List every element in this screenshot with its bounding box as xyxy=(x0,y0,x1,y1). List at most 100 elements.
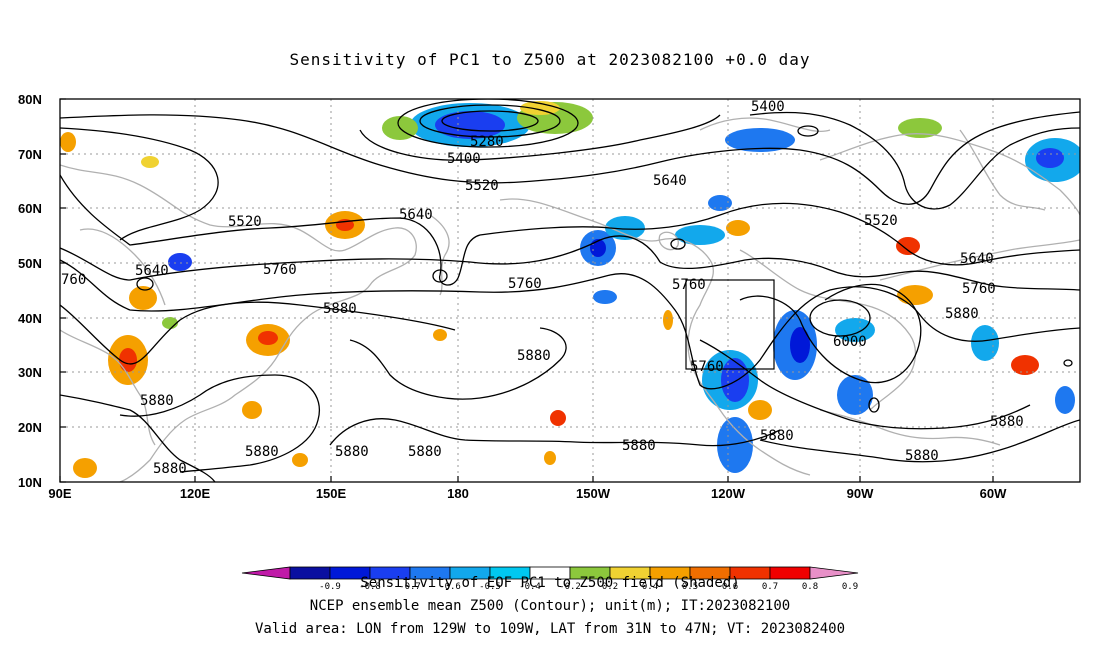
shade-blob xyxy=(292,453,308,467)
lat-label: 40N xyxy=(18,311,42,326)
lat-label: 30N xyxy=(18,365,42,380)
shade-blob xyxy=(141,156,159,168)
contour-line xyxy=(60,301,456,365)
contour-line xyxy=(749,111,1080,210)
colorbar-tick-label: 0.5 xyxy=(682,582,698,592)
contour-label: 5880 xyxy=(153,461,187,477)
contour-label: 5400 xyxy=(751,99,785,115)
shade-blob xyxy=(605,216,645,240)
contour-label: 5880 xyxy=(945,306,979,322)
shade-blob xyxy=(896,237,920,255)
coastline-path xyxy=(60,164,417,482)
map-title: Sensitivity of PC1 to Z500 at 2023082100… xyxy=(289,50,811,69)
caption-line-1: Sensitivity of EOF PC1 to Z500 field (Sh… xyxy=(360,575,740,591)
contour-line xyxy=(349,327,567,400)
contour-label: 5640 xyxy=(653,173,687,189)
colorbar-tick-label: -0.9 xyxy=(319,582,341,592)
coastline-path xyxy=(959,129,1046,211)
coastline-path xyxy=(739,249,917,411)
shade-blob xyxy=(717,417,753,473)
contour-label: 5880 xyxy=(905,448,939,464)
colorbar-tick-label: 0.9 xyxy=(842,582,858,592)
contour-label: 5880 xyxy=(408,444,442,460)
contour-line xyxy=(797,125,819,137)
contour-line xyxy=(60,259,1080,390)
shade-blob xyxy=(1036,148,1064,168)
shade-blob xyxy=(675,225,725,245)
shade-blob xyxy=(837,375,873,415)
contour-label: 5520 xyxy=(864,213,898,229)
contour-label: 5880 xyxy=(245,444,279,460)
lon-label: 120W xyxy=(711,486,746,501)
contour-label: 5760 xyxy=(508,276,542,292)
z500-contours xyxy=(60,99,1080,482)
colorbar-tick-label: 0.2 xyxy=(602,582,618,592)
shading-layer xyxy=(60,101,1080,478)
contour-label: 5640 xyxy=(399,207,433,223)
contour-line xyxy=(60,111,1080,205)
contour-label: 5400 xyxy=(447,151,481,167)
contour-label: 5880 xyxy=(140,393,174,409)
colorbar-tick-label: 0.8 xyxy=(802,582,818,592)
contour-label: 6000 xyxy=(833,334,867,350)
contour-label: 5760 xyxy=(672,277,706,293)
shade-blob xyxy=(1011,355,1039,375)
shade-blob xyxy=(258,331,278,345)
contour-line xyxy=(60,235,1080,291)
contour-line xyxy=(60,394,216,482)
contour-label: 5760 xyxy=(263,262,297,278)
shade-blob xyxy=(897,285,933,305)
coastline-path xyxy=(819,409,1001,446)
colorbar-tick-label: -0.4 xyxy=(519,582,541,592)
contour-line xyxy=(60,127,219,241)
shade-blob xyxy=(790,327,810,363)
contour-line xyxy=(329,418,781,447)
colorbar: -0.9 -0.8 -0.7 -0.6 -0.5 -0.4 -0.2 0.2 0.4 0.5 0.6… xyxy=(241,566,858,592)
shade-blob xyxy=(708,195,732,211)
shade-blob xyxy=(898,118,942,138)
shade-blob xyxy=(119,348,137,372)
shade-blob xyxy=(721,358,749,402)
coastline-path xyxy=(429,214,450,296)
shade-blob xyxy=(748,400,772,420)
contour-label: 5880 xyxy=(990,414,1024,430)
shade-blob xyxy=(73,458,97,478)
contour-label-layer: 5400 5280 5400 5520 5640 5520 5640 5760 … xyxy=(61,99,1024,477)
lon-label: 90E xyxy=(48,486,71,501)
shade-blob xyxy=(593,290,617,304)
shade-blob xyxy=(242,401,262,419)
colorbar-tick-label: 0.7 xyxy=(762,582,778,592)
lon-label: 150E xyxy=(316,486,347,501)
contour-label: 5760 xyxy=(690,359,724,375)
contour-line xyxy=(441,110,539,132)
contour-label: 760 xyxy=(61,272,86,288)
contour-line xyxy=(136,277,154,291)
shade-blob xyxy=(520,101,560,115)
contour-label: 5880 xyxy=(622,438,656,454)
contour-line xyxy=(1063,359,1073,367)
coastline-path xyxy=(499,198,811,476)
lat-label: 10N xyxy=(18,475,42,490)
valid-area-box xyxy=(685,279,775,370)
shade-blob xyxy=(725,128,795,152)
lat-label: 60N xyxy=(18,201,42,216)
contour-label: 5640 xyxy=(135,263,169,279)
colorbar-tick-label: -0.7 xyxy=(399,582,421,592)
coastline-path xyxy=(79,228,166,306)
shade-blob xyxy=(550,410,566,426)
contour-line xyxy=(809,299,871,337)
contour-label: 5880 xyxy=(323,301,357,317)
colorbar-tick-label: -0.8 xyxy=(359,582,381,592)
lon-label: 120E xyxy=(180,486,211,501)
contour-label: 5640 xyxy=(960,251,994,267)
shade-blob xyxy=(435,111,505,139)
contour-line xyxy=(419,104,561,138)
colorbar-tick-label: 0.6 xyxy=(722,582,738,592)
lat-label: 70N xyxy=(18,147,42,162)
caption-line-2: NCEP ensemble mean Z500 (Contour); unit(… xyxy=(309,598,791,614)
contour-line xyxy=(60,174,1080,286)
contour-label: 5880 xyxy=(760,428,794,444)
contour-label: 5760 xyxy=(962,281,996,297)
contour-label: 5880 xyxy=(335,444,369,460)
colorbar-tick-label: 0.4 xyxy=(642,582,658,592)
